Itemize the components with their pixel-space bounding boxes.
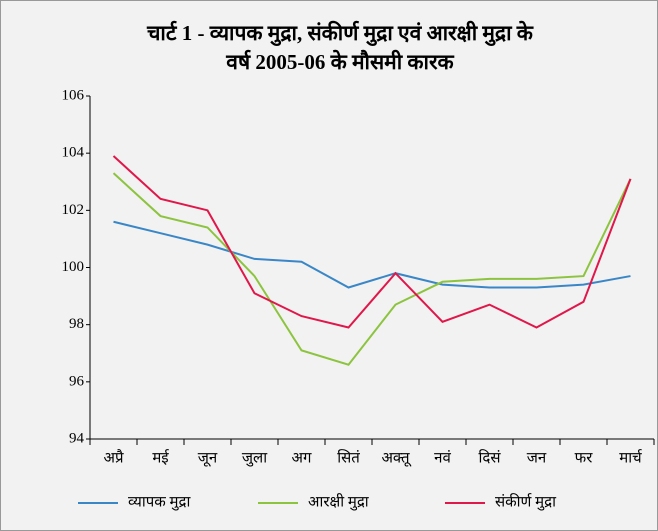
y-tick-label: 96 — [69, 373, 85, 389]
series-line — [112, 172, 632, 366]
x-tick-label: सितं — [337, 448, 360, 466]
x-tick-label: अक्तू — [381, 450, 411, 467]
x-tick-label: मार्च — [619, 448, 642, 466]
legend-label: व्यापक मुद्रा — [128, 494, 191, 511]
y-tick-label: 100 — [62, 259, 85, 275]
x-tick-label: दिसं — [479, 448, 502, 466]
y-tick-label: 102 — [62, 202, 85, 218]
y-tick-label: 104 — [62, 145, 85, 161]
chart-title: चार्ट 1 - व्यापक मुद्रा, संकीर्ण मुद्रा … — [146, 20, 534, 47]
chart-title: वर्ष 2005-06 के मौसमी कारक — [225, 49, 454, 74]
y-tick-label: 98 — [69, 316, 84, 332]
x-tick-label: नवं — [434, 449, 451, 466]
x-tick-label: जुला — [242, 450, 268, 467]
y-tick-label: 106 — [62, 87, 85, 103]
legend-label: आरक्षी मुद्रा — [308, 492, 370, 511]
series-line — [113, 220, 631, 289]
x-tick-label: अप्रै — [104, 448, 124, 466]
x-tick-label: जून — [198, 450, 218, 467]
x-tick-label: जन — [527, 450, 547, 466]
x-tick-label: मई — [152, 448, 169, 466]
x-tick-label: अग — [292, 450, 312, 466]
series-line — [112, 155, 632, 329]
x-tick-label: फर — [575, 450, 594, 466]
y-tick-label: 94 — [69, 430, 85, 446]
legend-label: संकीर्ण मुद्रा — [495, 492, 557, 511]
